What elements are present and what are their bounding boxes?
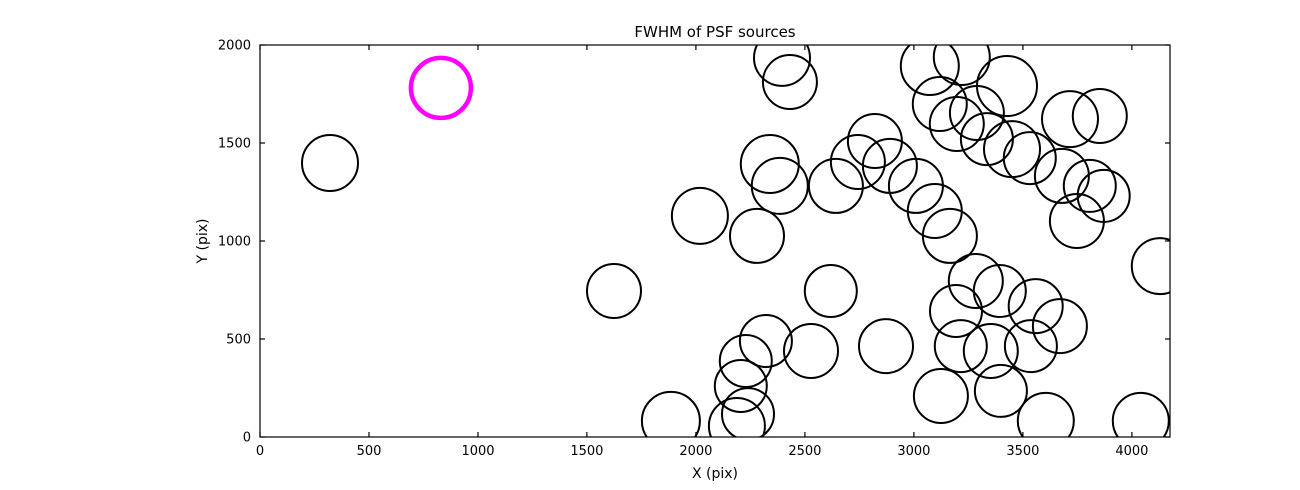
psf-circle — [932, 45, 991, 86]
psf-circle — [713, 359, 768, 413]
psf-circle — [1041, 90, 1099, 149]
psf-circle — [929, 284, 983, 338]
x-tick-label: 4000 — [1115, 444, 1148, 459]
psf-circle — [707, 397, 766, 437]
x-tick-label: 2500 — [788, 444, 821, 459]
psf-circle — [783, 323, 839, 379]
psf-circle — [670, 186, 729, 245]
x-tick-label: 1500 — [570, 444, 603, 459]
psf-circle — [973, 363, 1028, 418]
x-tick-label: 2000 — [679, 444, 712, 459]
psf-circle — [858, 318, 914, 375]
x-tick-label: 1000 — [461, 444, 494, 459]
psf-circle — [1002, 131, 1057, 186]
y-tick-label: 1500 — [218, 137, 251, 152]
x-axis-label: X (pix) — [692, 466, 738, 482]
x-tick-label: 3000 — [897, 444, 930, 459]
axis-ticks — [259, 44, 1170, 438]
psf-circle — [928, 96, 985, 152]
psf-circle — [947, 253, 1004, 309]
y-tick-label: 0 — [243, 431, 251, 446]
psf-circle — [301, 134, 359, 192]
psf-circle — [962, 323, 1019, 379]
psf-circle — [640, 390, 701, 437]
psf-circle — [1071, 88, 1128, 144]
psf-circle — [1130, 237, 1170, 296]
psf-circle — [911, 76, 968, 132]
psf-circle — [899, 45, 960, 96]
psf-circle — [933, 319, 988, 374]
y-axis-label: Y (pix) — [195, 219, 211, 265]
psf-circle — [761, 54, 818, 110]
y-tick-label: 500 — [226, 333, 251, 348]
y-tick-label: 1000 — [218, 235, 251, 250]
chart-title: FWHM of PSF sources — [634, 23, 795, 41]
x-tick-label: 0 — [256, 444, 264, 459]
psf-circle — [1062, 158, 1117, 213]
psf-circle — [912, 368, 969, 424]
psf-circle — [1016, 391, 1075, 437]
psf-circle — [753, 45, 811, 87]
psf-circle — [1033, 147, 1090, 204]
psf-circle — [803, 264, 858, 318]
psf-circle — [1111, 391, 1170, 437]
psf-circles-group — [301, 45, 1170, 437]
psf-circle — [586, 263, 642, 319]
psf-circle — [807, 157, 864, 214]
psf-circle — [1003, 319, 1058, 374]
psf-circle — [738, 314, 793, 368]
y-tick-label: 2000 — [218, 39, 251, 54]
psf-circle — [1048, 193, 1105, 249]
axis-tick-labels: 0 500 1000 1500 2000 2500 3000 3500 4000 0 500 1000… — [218, 39, 1149, 460]
psf-circle — [718, 334, 773, 388]
psf-circle — [729, 207, 785, 264]
psf-circle — [721, 387, 775, 437]
psf-circle — [1031, 298, 1088, 355]
psf-circle — [829, 134, 886, 190]
psf-circle-highlight — [408, 55, 474, 121]
psf-circle — [1007, 278, 1064, 335]
psf-circle — [921, 207, 978, 264]
x-tick-label: 3500 — [1006, 444, 1039, 459]
psf-circle — [948, 85, 1005, 141]
psf-circle — [750, 156, 809, 215]
x-tick-label: 500 — [357, 444, 382, 459]
